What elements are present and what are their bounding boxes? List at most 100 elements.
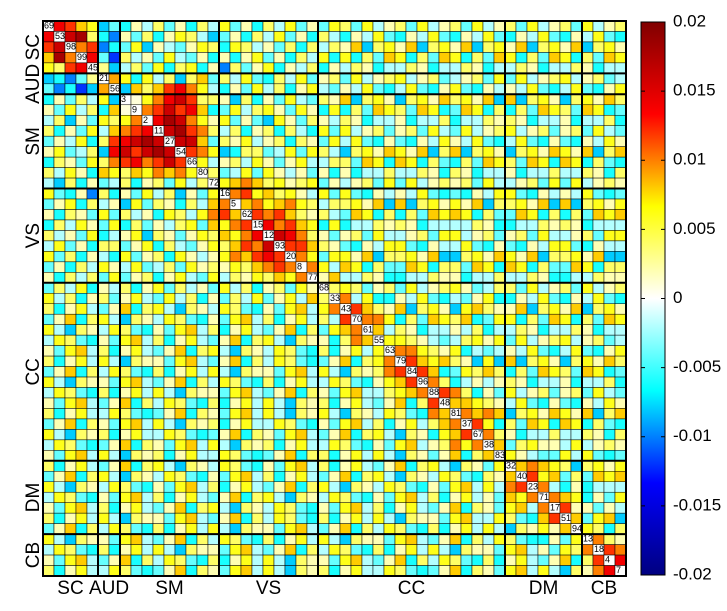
cell: [86, 376, 99, 388]
component-label: 7: [616, 565, 621, 575]
cell: [207, 324, 220, 336]
cell: [130, 502, 143, 514]
cell: [108, 156, 121, 168]
cell: [460, 251, 473, 263]
cell: [372, 31, 385, 43]
cell: [163, 293, 176, 304]
cell: [284, 209, 297, 221]
cell: [537, 355, 550, 367]
cell: [42, 156, 55, 168]
cell: [229, 251, 242, 263]
cell: [163, 512, 176, 524]
cell: [273, 114, 286, 126]
cell: [141, 554, 154, 566]
cell: [339, 429, 352, 441]
cell: [592, 31, 605, 43]
cell: [251, 41, 264, 53]
cell: [229, 502, 242, 514]
cell: [207, 188, 220, 200]
cell: [328, 450, 341, 462]
cell: [416, 62, 429, 74]
cell: [174, 544, 187, 556]
cell: [119, 272, 132, 284]
cell: [262, 167, 275, 179]
cell: [592, 219, 605, 231]
cell: [119, 533, 132, 545]
cell: [449, 114, 462, 126]
cell: [174, 125, 187, 137]
cell: [295, 471, 308, 483]
cell: [372, 209, 385, 221]
colorbar-tick-label: 0.01: [673, 150, 706, 169]
cell: [504, 146, 517, 158]
cell: [174, 272, 187, 284]
cell: [504, 324, 517, 336]
cell: [240, 376, 253, 388]
cell: [350, 502, 363, 514]
cell: [218, 31, 231, 43]
cell: [427, 83, 440, 95]
cell: [548, 146, 561, 158]
cell: [383, 251, 396, 263]
cell: [581, 502, 594, 514]
cell: [581, 240, 594, 252]
cell: [592, 429, 605, 441]
cell: [306, 481, 319, 493]
cell: [97, 523, 110, 535]
cell: [42, 261, 55, 273]
cell: [548, 31, 561, 43]
cell: [471, 313, 484, 325]
cell: [262, 471, 275, 483]
cell: [86, 313, 99, 325]
cell: [185, 177, 198, 189]
cell: [196, 261, 209, 273]
cell: [504, 62, 517, 74]
cell: [493, 523, 506, 535]
cell: [306, 177, 319, 189]
cell: [570, 62, 583, 74]
cell: [515, 313, 528, 325]
cell: [504, 387, 517, 399]
cell: [482, 450, 495, 462]
cell: [493, 20, 506, 32]
cell: [339, 240, 352, 252]
cell: [350, 146, 363, 158]
cell: [361, 544, 374, 556]
cell: [163, 303, 176, 315]
cell: [75, 460, 88, 472]
cell: [570, 261, 583, 273]
colorbar-tick-label: -0.02: [673, 564, 712, 583]
cell: [42, 366, 55, 378]
cell: [460, 41, 473, 53]
cell: [130, 345, 143, 357]
cell: [75, 554, 88, 566]
cell: [372, 554, 385, 566]
cell: [581, 408, 594, 420]
cell: [405, 251, 418, 263]
cell: [405, 20, 418, 32]
cell: [42, 52, 55, 64]
cell: [185, 334, 198, 346]
cell: [504, 450, 517, 462]
cell: [97, 251, 110, 263]
cell: [251, 439, 264, 451]
cell: [196, 334, 209, 346]
cell: [163, 418, 176, 430]
cell: [482, 156, 495, 168]
cell: [394, 450, 407, 462]
cell: [361, 156, 374, 168]
cell: [251, 408, 264, 420]
cell: [361, 303, 374, 315]
cell: [339, 313, 352, 325]
cell: [273, 491, 286, 503]
cell: [119, 135, 132, 147]
cell: [603, 20, 616, 32]
cell: [174, 387, 187, 399]
cell: [471, 251, 484, 263]
cell: [537, 73, 550, 85]
cell: [251, 125, 264, 137]
cell: [526, 324, 539, 336]
cell: [460, 240, 473, 252]
cell: [218, 334, 231, 346]
cell: [504, 177, 517, 189]
